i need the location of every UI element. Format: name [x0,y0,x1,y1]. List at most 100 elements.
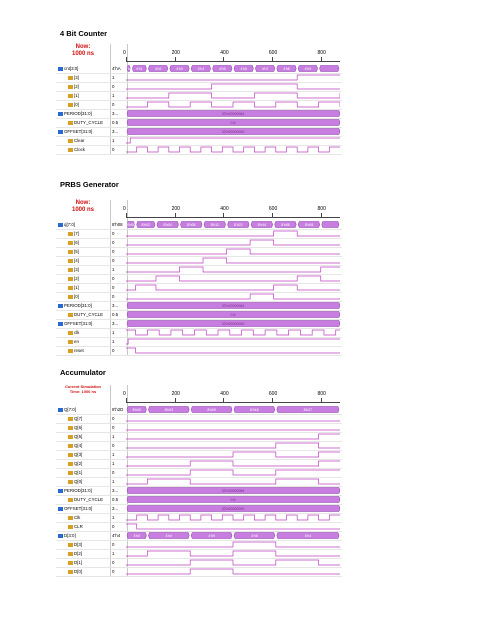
signal-row[interactable]: D[2] 1 [56,549,342,559]
bit-signal-icon [68,240,73,245]
signal-row[interactable]: [1] 1 [56,91,342,101]
signal-row[interactable]: [2] 0 [56,274,342,284]
time-ruler: 0 200 400 600 800 [123,50,340,62]
signal-row[interactable]: OFFSET[31:0] 3... [56,319,342,329]
bit-waveform [126,338,340,345]
bus-segment-label: 8'h09 [207,408,216,412]
signal-row[interactable]: CLR 0 [56,522,342,532]
param-bus [126,505,340,512]
signal-row[interactable]: D[1] 0 [56,558,342,568]
signal-row[interactable]: [0] 0 [56,292,342,302]
bus-segment [233,532,276,539]
signal-row[interactable]: Q[1] 0 [56,468,342,478]
signal-row[interactable]: [7] 0 [56,229,342,239]
signal-row[interactable]: [4] 0 [56,256,342,266]
signal-row[interactable]: Clear 1 [56,136,342,146]
signal-row[interactable]: PERIOD[31:0] 3... [56,486,342,496]
current-time-label: Now: 1000 ns [56,44,110,58]
signal-row[interactable]: D[0] 0 [56,567,342,577]
bus-segment-label: 8'h00 [132,408,141,412]
now-caption: Now: [75,44,91,50]
signal-row[interactable]: reset 0 [56,346,342,356]
signal-row[interactable]: cnt[3:0] 4'hA [56,64,342,74]
bus-segment-label: 8'h08 [187,223,196,227]
signal-row[interactable]: OFFSET[31:0] 3... [56,127,342,137]
signal-row[interactable]: [5] 0 [56,247,342,257]
signal-row[interactable]: Q[6] 0 [56,423,342,433]
signal-row[interactable]: Q[3] 1 [56,450,342,460]
signal-row[interactable]: clk 1 [56,328,342,338]
signal-row[interactable]: [0] 0 [56,100,342,110]
ruler-baseline [126,402,340,403]
bus-signal-icon [58,303,63,308]
signal-row[interactable]: OFFSET[31:0] 3... [56,504,342,514]
signal-row[interactable]: Q[7] 0 [56,414,342,424]
bus-segment [276,532,340,539]
bus-segment-label: 4'h4 [198,67,205,71]
signal-name: Q[1] [68,468,82,477]
value-column [110,385,128,576]
signal-value: 0 [112,542,115,547]
signal-value: 1 [112,434,115,439]
signal-row[interactable]: PERIOD[31:0] 3... [56,109,342,119]
signal-row[interactable]: Q[4] 0 [56,441,342,451]
bit-waveform [126,239,340,246]
signal-row[interactable]: DUTY_CYCLE 0.5 [56,310,342,320]
signal-row[interactable]: q[7:0] 8'h08 [56,220,342,230]
signal-row[interactable]: [2] 0 [56,82,342,92]
time-tick-mark [223,57,225,61]
signal-name: en [68,337,79,346]
bus-segment [233,65,254,72]
bit-signal-icon [68,497,73,502]
signal-name-text: Q[1] [74,470,83,475]
signal-name: q[7:0] [58,220,75,229]
time-ruler: 0 200 400 600 800 [123,206,340,218]
signal-row[interactable]: Q[5] 1 [56,432,342,442]
bus-segment [297,65,318,72]
signal-name: Q[4] [68,441,82,450]
time-tick-label: 200 [171,391,180,397]
signal-name-text: PERIOD[31:0] [64,111,92,116]
signal-name: [1] [68,283,79,292]
signal-row[interactable]: [3] 1 [56,265,342,275]
signal-value: 4'h4 [112,533,121,538]
signal-row[interactable]: D[3] 0 [56,540,342,550]
signal-row[interactable]: Q[7:0] 8'h2D [56,405,342,415]
signal-row[interactable]: D[3:0] 4'h4 [56,531,342,541]
time-tick-mark [174,57,176,61]
bus-segment [319,65,340,72]
bit-waveform [126,329,340,336]
signal-name: D[2] [68,549,82,558]
waveform-panel-prbs: Now: 1000 ns 0 200 400 600 800 8'h00 8'h02 8'h04 8… [56,200,342,356]
signal-row[interactable]: DUTY_CYCLE 0.5 [56,495,342,505]
signal-row[interactable]: en 1 [56,337,342,347]
signal-name-text: [0] [74,294,79,299]
bus-segment [148,406,190,413]
signal-row[interactable]: PERIOD[31:0] 3... [56,301,342,311]
signal-row[interactable]: Clk 1 [56,513,342,523]
signal-name: [6] [68,238,79,247]
signal-row[interactable]: DUTY_CYCLE 0.5 [56,118,342,128]
signal-name-text: D[1] [74,560,83,565]
signal-name-text: Q[6] [74,425,83,430]
bus-segment [274,221,297,228]
bit-signal-icon [68,416,73,421]
signal-row[interactable]: Q[0] 1 [56,477,342,487]
signal-value: 1 [112,452,115,457]
signal-name: [0] [68,100,79,109]
signal-value: 0 [112,231,115,236]
signal-row[interactable]: [6] 0 [56,238,342,248]
signal-name-text: OFFSET[31:0] [64,321,93,326]
time-tick-label: 600 [268,206,278,212]
signal-name: Q[5] [68,432,82,441]
signal-value: 0 [112,348,115,353]
signal-row[interactable]: [3] 1 [56,73,342,83]
signal-name: Q[2] [68,459,82,468]
bit-signal-icon [68,470,73,475]
signal-row[interactable]: Clock 0 [56,145,342,155]
time-ruler: 0 200 400 600 800 [123,391,340,403]
signal-row[interactable]: Q[2] 1 [56,459,342,469]
signal-name-text: CLR [74,524,83,529]
signal-row[interactable]: [1] 0 [56,283,342,293]
bit-signal-icon [68,147,73,152]
